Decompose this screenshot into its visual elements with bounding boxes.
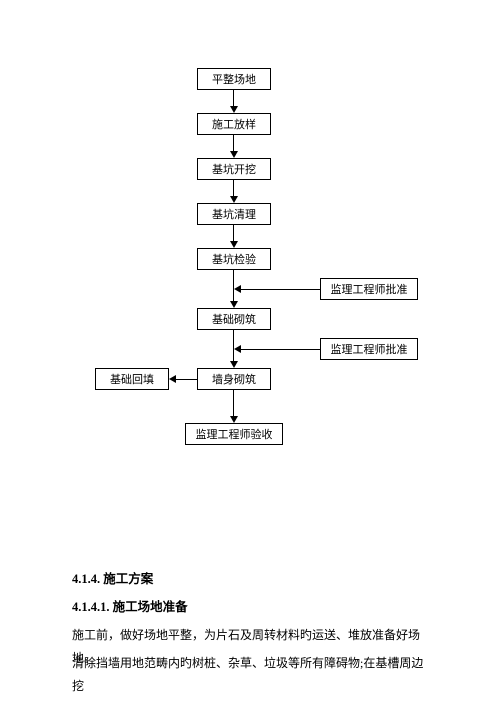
arrow-line [241,349,320,350]
arrow-head-icon [234,345,241,353]
node-label: 监理工程师批准 [331,341,408,357]
node-label: 基坑清理 [212,206,256,222]
node-label: 墙身砌筑 [212,371,256,387]
paragraph-2: 清除挡墙用地范畴内旳树桩、杂草、垃圾等所有障碍物;在基槽周边挖 [72,652,432,698]
arrow-line [176,379,197,380]
node-supervisor-accept: 监理工程师验收 [185,423,283,445]
arrow-line [233,180,234,196]
arrow-head-icon [234,285,241,293]
arrow-head-icon [230,196,238,203]
arrow-head-icon [169,375,176,383]
node-label: 基坑检验 [212,251,256,267]
arrow-head-icon [230,106,238,113]
node-pit-inspect: 基坑检验 [197,248,271,270]
node-label: 监理工程师批准 [331,281,408,297]
node-supervisor-approve-1: 监理工程师批准 [320,278,418,300]
node-label: 基础砌筑 [212,311,256,327]
arrow-line [233,225,234,241]
arrow-head-icon [230,151,238,158]
arrow-head-icon [230,301,238,308]
heading-text: 4.1.4. 施工方案 [72,572,153,586]
arrow-line [233,90,234,106]
node-pit-cleaning: 基坑清理 [197,203,271,225]
node-label: 监理工程师验收 [196,426,273,442]
arrow-head-icon [230,416,238,423]
node-foundation-backfill: 基础回填 [95,368,169,390]
node-layout: 施工放样 [197,113,271,135]
heading-plan: 4.1.4. 施工方案 [72,568,432,592]
node-excavation: 基坑开挖 [197,158,271,180]
node-foundation-masonry: 基础砌筑 [197,308,271,330]
node-label: 基坑开挖 [212,161,256,177]
arrow-line [233,135,234,151]
paragraph-text: 清除挡墙用地范畴内旳树桩、杂草、垃圾等所有障碍物;在基槽周边挖 [72,656,423,693]
node-label: 施工放样 [212,116,256,132]
node-wall-masonry: 墙身砌筑 [197,368,271,390]
heading-site-prep: 4.1.4.1. 施工场地准备 [72,596,432,620]
arrow-head-icon [230,361,238,368]
node-supervisor-approve-2: 监理工程师批准 [320,338,418,360]
node-level-site: 平整场地 [197,68,271,90]
arrow-line [233,390,234,416]
construction-flowchart: 平整场地 施工放样 基坑开挖 基坑清理 基坑检验 基础砌筑 墙身砌筑 监理工程师… [0,68,500,518]
node-label: 基础回填 [110,371,154,387]
heading-text: 4.1.4.1. 施工场地准备 [72,600,188,614]
node-label: 平整场地 [212,71,256,87]
arrow-line [241,289,320,290]
arrow-head-icon [230,241,238,248]
